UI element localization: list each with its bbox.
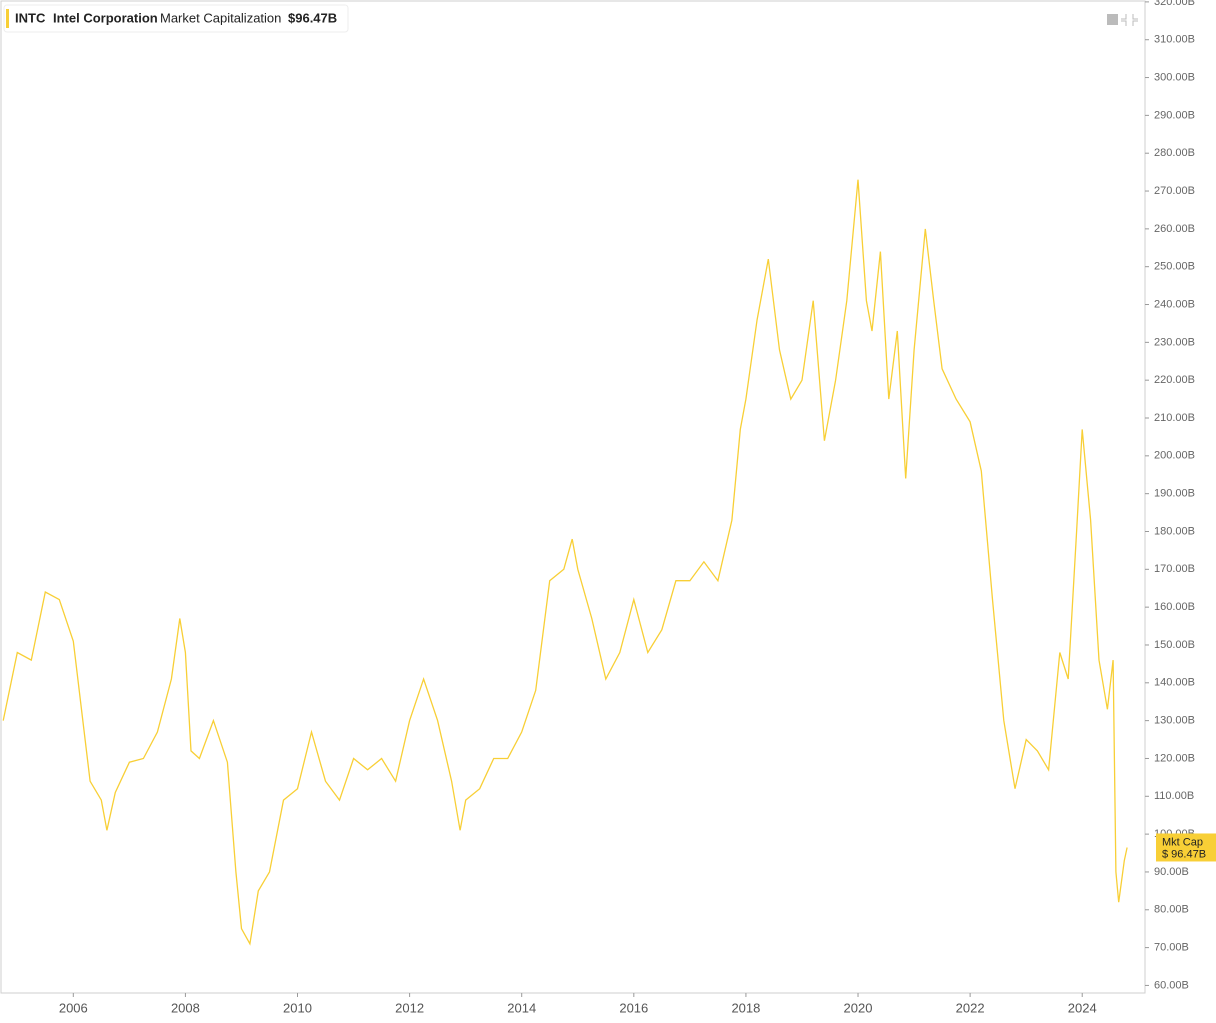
y-tick-label: 110.00B xyxy=(1154,790,1194,802)
y-tick-label: 180.00B xyxy=(1154,525,1195,537)
ticker: INTC xyxy=(15,10,46,25)
y-tick-label: 120.00B xyxy=(1154,752,1195,764)
last-value-box xyxy=(1156,833,1216,862)
y-tick-label: 240.00B xyxy=(1154,298,1195,310)
y-tick-label: 80.00B xyxy=(1154,904,1189,916)
y-tick-label: 210.00B xyxy=(1154,412,1195,424)
series-line xyxy=(2,179,1128,946)
x-tick-label: 2008 xyxy=(171,1000,200,1015)
metric-value: $96.47B xyxy=(288,10,337,25)
y-tick-label: 190.00B xyxy=(1154,488,1195,500)
last-value-text: $ 96.47B xyxy=(1162,848,1206,860)
y-tick-label: 290.00B xyxy=(1154,109,1195,121)
y-tick-label: 260.00B xyxy=(1154,223,1195,235)
x-tick-label: 2018 xyxy=(731,1000,760,1015)
header-swatch xyxy=(6,9,9,28)
y-tick-label: 150.00B xyxy=(1154,639,1195,651)
y-tick-label: 70.00B xyxy=(1154,942,1189,954)
y-tick-label: 140.00B xyxy=(1154,677,1195,689)
company: Intel Corporation xyxy=(53,10,158,25)
y-tick-label: 320.00B xyxy=(1154,0,1195,8)
x-tick-label: 2010 xyxy=(283,1000,312,1015)
x-tick-label: 2014 xyxy=(507,1000,536,1015)
plot-area xyxy=(0,0,1146,994)
y-tick-label: 300.00B xyxy=(1154,71,1195,83)
x-tick-label: 2022 xyxy=(956,1000,985,1015)
icon-up[interactable] xyxy=(1107,14,1118,25)
last-value-name: Mkt Cap xyxy=(1162,836,1203,848)
y-tick-label: 250.00B xyxy=(1154,261,1195,273)
y-tick-label: 160.00B xyxy=(1154,601,1195,613)
y-tick-label: 130.00B xyxy=(1154,715,1195,727)
header-box xyxy=(3,4,349,33)
y-tick-label: 270.00B xyxy=(1154,185,1195,197)
x-tick-label: 2016 xyxy=(619,1000,648,1015)
x-tick-label: 2020 xyxy=(844,1000,873,1015)
y-tick-label: 200.00B xyxy=(1154,450,1195,462)
x-tick-label: 2024 xyxy=(1068,1000,1097,1015)
icon-collapse[interactable] xyxy=(1121,14,1138,26)
y-tick-label: 230.00B xyxy=(1154,336,1195,348)
y-tick-label: 220.00B xyxy=(1154,374,1195,386)
x-tick-label: 2006 xyxy=(59,1000,88,1015)
y-tick-label: 170.00B xyxy=(1154,563,1195,575)
x-tick-label: 2012 xyxy=(395,1000,424,1015)
y-tick-label: 60.00B xyxy=(1154,979,1189,991)
y-tick-label: 280.00B xyxy=(1154,147,1195,159)
y-tick-label: 310.00B xyxy=(1154,34,1195,46)
y-tick-label: 90.00B xyxy=(1154,866,1189,878)
metric: Market Capitalization xyxy=(160,10,281,25)
